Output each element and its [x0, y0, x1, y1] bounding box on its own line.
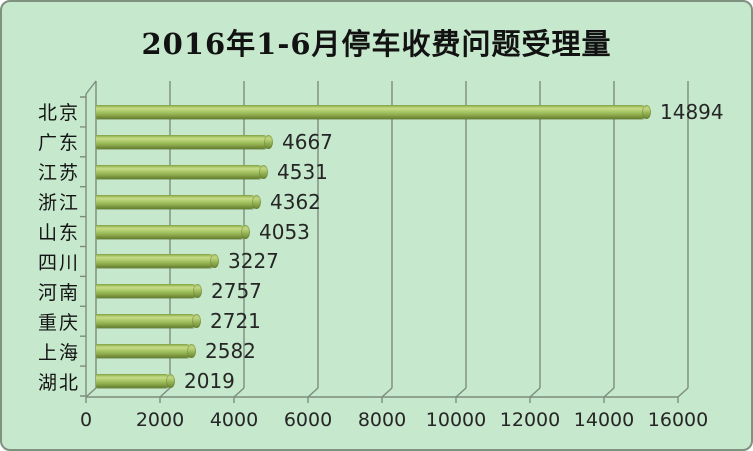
x-axis-tick-label: 12000	[499, 409, 561, 431]
bar-cylinder-end-cap	[166, 374, 175, 389]
category-label: 北京	[37, 102, 80, 125]
bar	[96, 164, 268, 179]
x-axis-tick-label: 4000	[209, 409, 259, 431]
bar	[96, 314, 201, 329]
bar-cylinder-end-cap	[192, 314, 201, 329]
bar	[96, 194, 261, 209]
bar-row: 3227	[96, 247, 746, 277]
plot-area: 14894 4667 4531 4362 4053 3227 2757 2721 2582 201…	[96, 97, 746, 396]
bar-cylinder-end-cap	[264, 134, 273, 149]
category-axis-labels: 北京广东江苏浙江山东四川河南重庆上海湖北	[6, 97, 80, 396]
bar-cylinder-end-cap	[642, 104, 651, 119]
gridline-floor-edge	[307, 387, 319, 398]
category-label: 重庆	[37, 311, 80, 334]
x-axis-tick-label: 6000	[283, 409, 333, 431]
bar-value-label: 2582	[205, 339, 256, 364]
chart-title: 2016年1-6月停车收费问题受理量	[141, 27, 612, 61]
category-label: 山东	[37, 222, 80, 245]
bar-cylinder-end-cap	[259, 164, 268, 179]
bar-cylinder-end-cap	[252, 194, 261, 209]
value-axis-labels: 0 2000 4000 6000 8000 10000 12000 14000 16000	[2, 407, 751, 433]
bar-cylinder-end-cap	[193, 284, 202, 299]
bar-row: 4362	[96, 187, 746, 217]
x-axis-tick-label: 14000	[573, 409, 635, 431]
bar-value-label: 14894	[660, 99, 724, 124]
bar	[96, 344, 196, 359]
x-axis-tick-label: 0	[79, 409, 93, 431]
x-axis-tick-label: 8000	[357, 409, 407, 431]
category-label: 江苏	[37, 162, 80, 185]
category-label: 河南	[37, 281, 80, 304]
bar-value-label: 4362	[270, 189, 321, 214]
x-axis-tick-label: 16000	[647, 409, 709, 431]
bar	[96, 374, 175, 389]
bar-value-label: 2721	[210, 309, 261, 334]
category-label: 湖北	[37, 371, 80, 394]
x-axis-tick-label: 10000	[425, 409, 487, 431]
gridline-floor-edge	[677, 387, 689, 398]
bar-value-label: 4667	[282, 129, 333, 154]
bar-row: 4531	[96, 157, 746, 187]
bar	[96, 104, 651, 119]
bar-value-label: 2757	[211, 279, 262, 304]
bar-value-label: 3227	[228, 249, 279, 274]
category-axis-top-depth-edge	[85, 80, 97, 95]
bar	[96, 284, 202, 299]
bar-row: 14894	[96, 97, 746, 127]
bar-row: 2757	[96, 276, 746, 306]
bar	[96, 224, 250, 239]
bar-cylinder-end-cap	[241, 224, 250, 239]
bar-value-label: 4531	[277, 159, 328, 184]
bar-row: 2582	[96, 336, 746, 366]
category-label: 浙江	[37, 192, 80, 215]
bar-row: 2019	[96, 366, 746, 396]
bar	[96, 134, 273, 149]
bar-row: 2721	[96, 306, 746, 336]
gridline-floor-edge	[159, 387, 171, 398]
bar-value-label: 4053	[259, 219, 310, 244]
category-label: 四川	[37, 251, 80, 274]
bar-row: 4053	[96, 217, 746, 247]
gridline-floor-edge	[233, 387, 245, 398]
gridline-floor-edge	[529, 387, 541, 398]
gridline-floor-edge	[85, 387, 97, 398]
bar	[96, 254, 219, 269]
bar-value-label: 2019	[184, 369, 235, 394]
x-axis-tick-label: 2000	[135, 409, 185, 431]
gridline-floor-edge	[381, 387, 393, 398]
category-label: 上海	[37, 341, 80, 364]
gridline-floor-edge	[455, 387, 467, 398]
bar-row: 4667	[96, 127, 746, 157]
gridline-floor-edge	[603, 387, 615, 398]
bar-cylinder-end-cap	[187, 344, 196, 359]
bar-cylinder-end-cap	[210, 254, 219, 269]
category-label: 广东	[37, 132, 80, 155]
